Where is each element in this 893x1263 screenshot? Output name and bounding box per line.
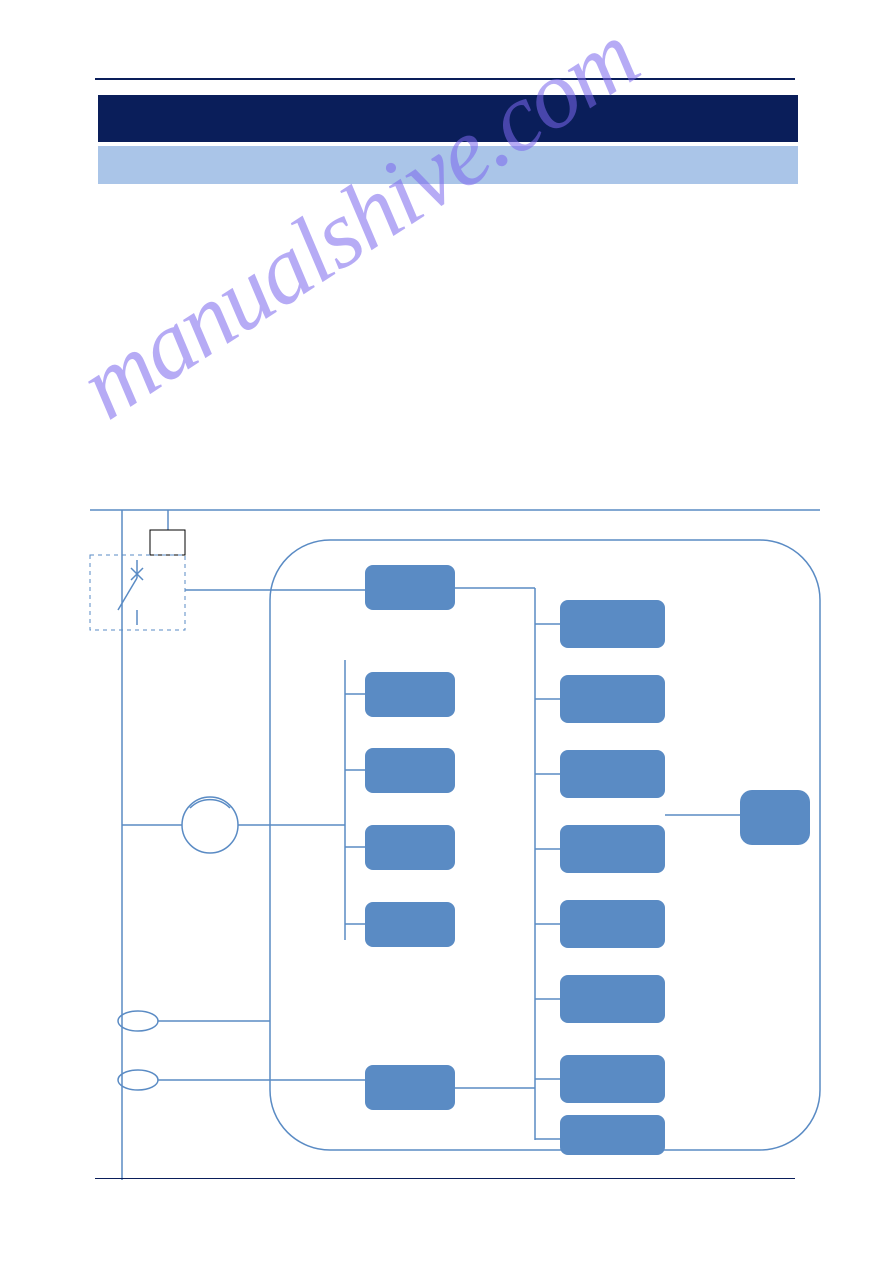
right-output-node xyxy=(740,790,810,845)
col1-node-5 xyxy=(365,902,455,947)
main-container xyxy=(270,540,820,1150)
top-rule xyxy=(95,78,795,80)
col1-node-6 xyxy=(365,1065,455,1110)
watermark-text: manualshive.com xyxy=(60,0,657,441)
col1-node-3 xyxy=(365,748,455,793)
bottom-rule xyxy=(95,1178,795,1179)
col1-node-2 xyxy=(365,672,455,717)
col2-node-3 xyxy=(560,750,665,798)
section-header-bar xyxy=(98,95,798,142)
col1-node-4 xyxy=(365,825,455,870)
col1-node-1 xyxy=(365,565,455,610)
block-diagram xyxy=(60,500,840,1180)
col2-node-7 xyxy=(560,1055,665,1103)
switch-label-box xyxy=(150,530,185,555)
ct-ellipse-top xyxy=(118,1011,158,1031)
ct-sensor-circle xyxy=(182,797,238,853)
section-subheader-bar xyxy=(98,146,798,184)
col2-node-8 xyxy=(560,1115,665,1155)
col2-node-6 xyxy=(560,975,665,1023)
col2-node-4 xyxy=(560,825,665,873)
switch-lever xyxy=(118,578,137,610)
col2-node-2 xyxy=(560,675,665,723)
ct-ellipse-bottom xyxy=(118,1070,158,1090)
col2-node-1 xyxy=(560,600,665,648)
col2-node-5 xyxy=(560,900,665,948)
